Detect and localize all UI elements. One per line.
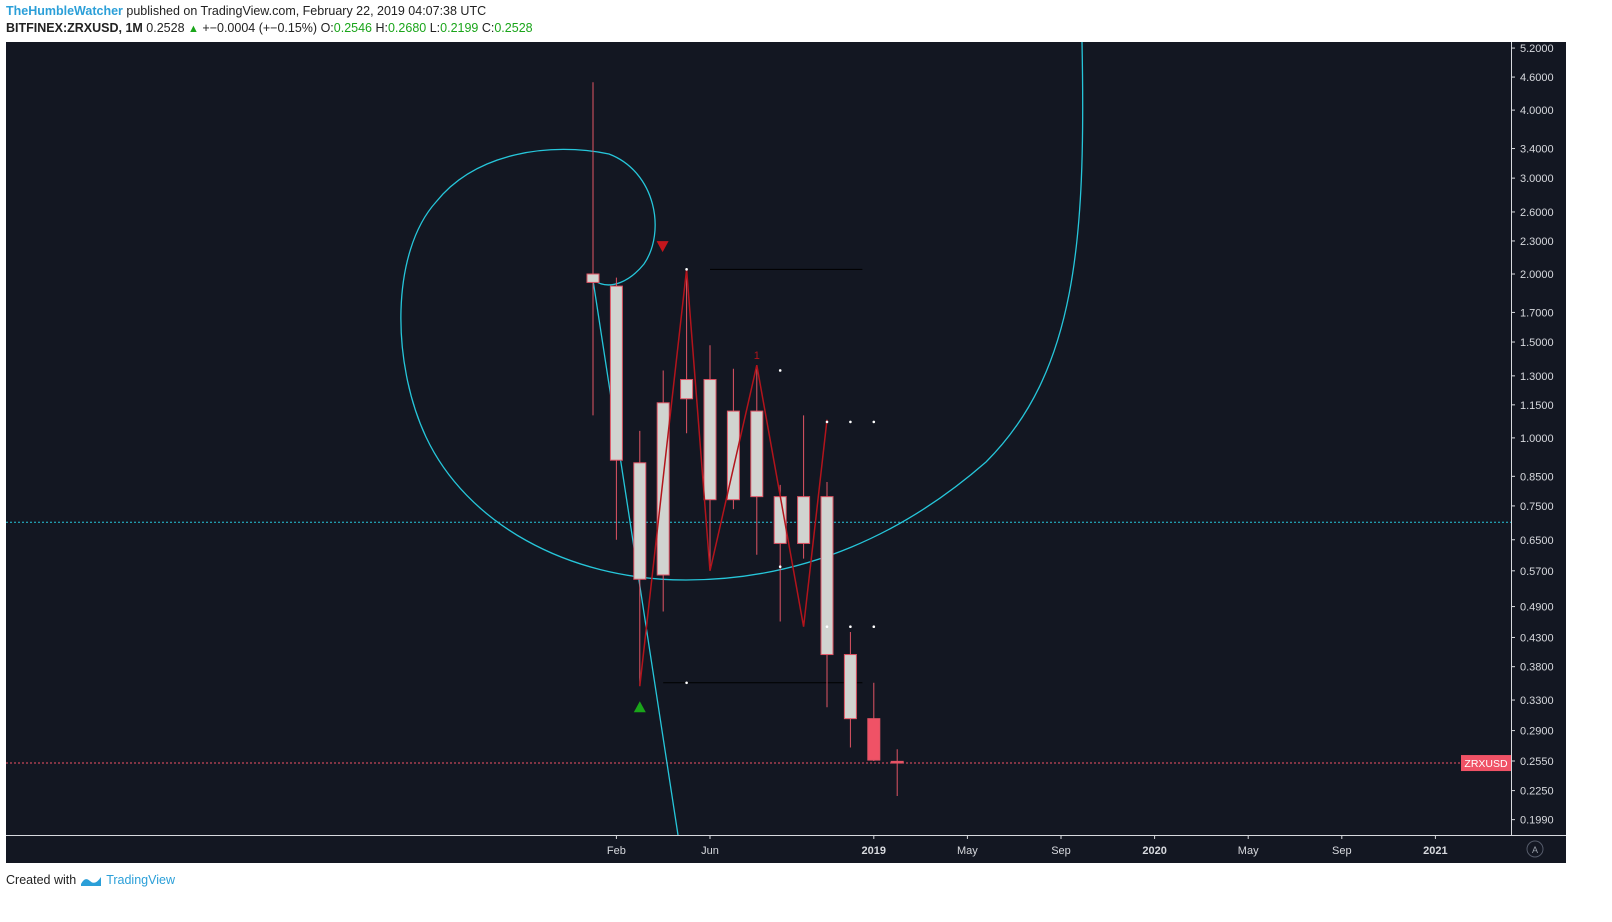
time-tick-label: May (957, 845, 978, 857)
candle-body (656, 402, 670, 576)
sell-signal-arrow-icon (656, 241, 669, 253)
high-label: H: (375, 21, 388, 35)
price-tick-label: 4.0000 (1520, 105, 1554, 117)
price-tick-label: 0.2900 (1520, 726, 1554, 738)
pivot-marker-dot (849, 625, 852, 629)
open-value: 0.2546 (333, 21, 372, 35)
last-price: 0.2528 (146, 21, 185, 35)
pivot-marker-dot (872, 420, 876, 424)
author-link[interactable]: TheHumbleWatcher (6, 4, 123, 18)
price-tick-label: 0.7500 (1520, 501, 1554, 513)
created-with-text: Created with (6, 873, 77, 887)
pivot-marker-dot (778, 369, 782, 372)
time-tick-label: Feb (607, 845, 626, 857)
price-tick-label: 0.4900 (1520, 602, 1554, 614)
candle-body (750, 410, 764, 498)
price-tick-label: 0.5700 (1520, 566, 1554, 578)
close-value: 0.2528 (494, 21, 533, 35)
symbol-legend: BITFINEX:ZRXUSD, 1M 0.2528 ▲ +−0.0004 (+… (6, 21, 533, 35)
pivot-marker-dot (685, 681, 688, 685)
footer: Created with TradingView (6, 873, 175, 887)
candle-body (609, 285, 623, 461)
auto-scale-label: A (1532, 845, 1538, 855)
tradingview-logo-icon (81, 877, 102, 886)
price-tick-label: 1.0000 (1520, 433, 1554, 445)
price-tick-label: 0.3300 (1520, 695, 1554, 707)
high-value: 0.2680 (387, 21, 427, 35)
symbol-label: BITFINEX:ZRXUSD, 1M (6, 21, 143, 35)
price-tick-label: 2.3000 (1520, 236, 1554, 248)
time-tick-label: Sep (1051, 845, 1071, 857)
price-tick-label: 2.0000 (1520, 269, 1554, 281)
candle-body (633, 462, 647, 580)
price-tick-label: 0.3800 (1520, 662, 1554, 674)
price-tick-label: 1.5000 (1520, 337, 1554, 349)
zigzag-indicator-line (639, 269, 828, 687)
price-tick-label: 0.8500 (1520, 471, 1554, 483)
price-tick-label: 3.0000 (1520, 173, 1554, 185)
triangle-up-icon: ▲ (188, 23, 199, 35)
price-tick-label: 0.4300 (1520, 632, 1554, 644)
price-tick-label: 0.1990 (1520, 815, 1554, 827)
candle-body (726, 410, 740, 501)
candle-body (680, 379, 694, 400)
price-tick-label: 5.2000 (1520, 43, 1554, 55)
candle-body (867, 718, 881, 761)
time-tick-label: 2020 (1142, 845, 1166, 857)
price-tick-label: 1.3000 (1520, 371, 1554, 383)
time-tick-label: 2019 (862, 845, 886, 857)
publish-info: TheHumbleWatcher published on TradingVie… (6, 4, 486, 18)
chart-panel[interactable]: ZRXUSD 1 5.2000 4.6000 4.0000 3.4000 3.0000 2… (6, 41, 1566, 863)
chart-canvas[interactable]: ZRXUSD 1 5.2000 4.6000 4.0000 3.4000 3.0000 2… (6, 41, 1566, 863)
price-tick-label: 2.6000 (1520, 207, 1554, 219)
last-price-tag (1461, 755, 1511, 772)
price-tick-label: 0.2250 (1520, 786, 1554, 798)
price-tick-label: 4.6000 (1520, 72, 1554, 84)
pivot-marker-dot (849, 420, 852, 424)
candle-body (797, 496, 811, 544)
close-label: C: (481, 21, 495, 35)
time-tick-label: May (1238, 845, 1259, 857)
time-tick-label: Jun (701, 845, 719, 857)
tradingview-link[interactable]: TradingView (106, 873, 175, 887)
candle-body (820, 496, 834, 656)
pivot-marker-dot (825, 420, 829, 424)
low-value: 0.2199 (440, 21, 479, 35)
low-label: L: (429, 21, 441, 35)
price-axis (1511, 42, 1566, 863)
time-tick-label: Sep (1332, 845, 1352, 857)
price-tick-label: 0.2550 (1520, 756, 1554, 768)
time-tick-label: 2021 (1423, 845, 1447, 857)
pivot-marker-dot (685, 268, 688, 271)
auto-scale-button (1526, 840, 1544, 858)
buy-signal-arrow-icon (633, 701, 646, 713)
candle-body (890, 760, 904, 764)
price-tick-label: 3.4000 (1520, 144, 1554, 156)
zigzag-wave-label: 1 (754, 350, 760, 362)
fibonacci-spiral-drawing (400, 41, 1084, 581)
price-tick-label: 1.7000 (1520, 307, 1554, 319)
pivot-marker-dot (872, 625, 876, 629)
candle-body (703, 379, 717, 501)
published-text: published on TradingView.com, February 2… (126, 4, 487, 18)
open-label: O: (320, 21, 334, 35)
pivot-marker-dot (778, 565, 782, 568)
candle-body (586, 273, 600, 283)
pivot-marker-dot (825, 625, 829, 629)
candle-body (843, 654, 857, 720)
price-tick-label: 1.1500 (1520, 400, 1554, 412)
price-tick-label: 0.6500 (1520, 535, 1554, 547)
price-change: +−0.0004 (+−0.15%) (202, 21, 318, 35)
last-price-tag-label: ZRXUSD (1464, 758, 1508, 770)
